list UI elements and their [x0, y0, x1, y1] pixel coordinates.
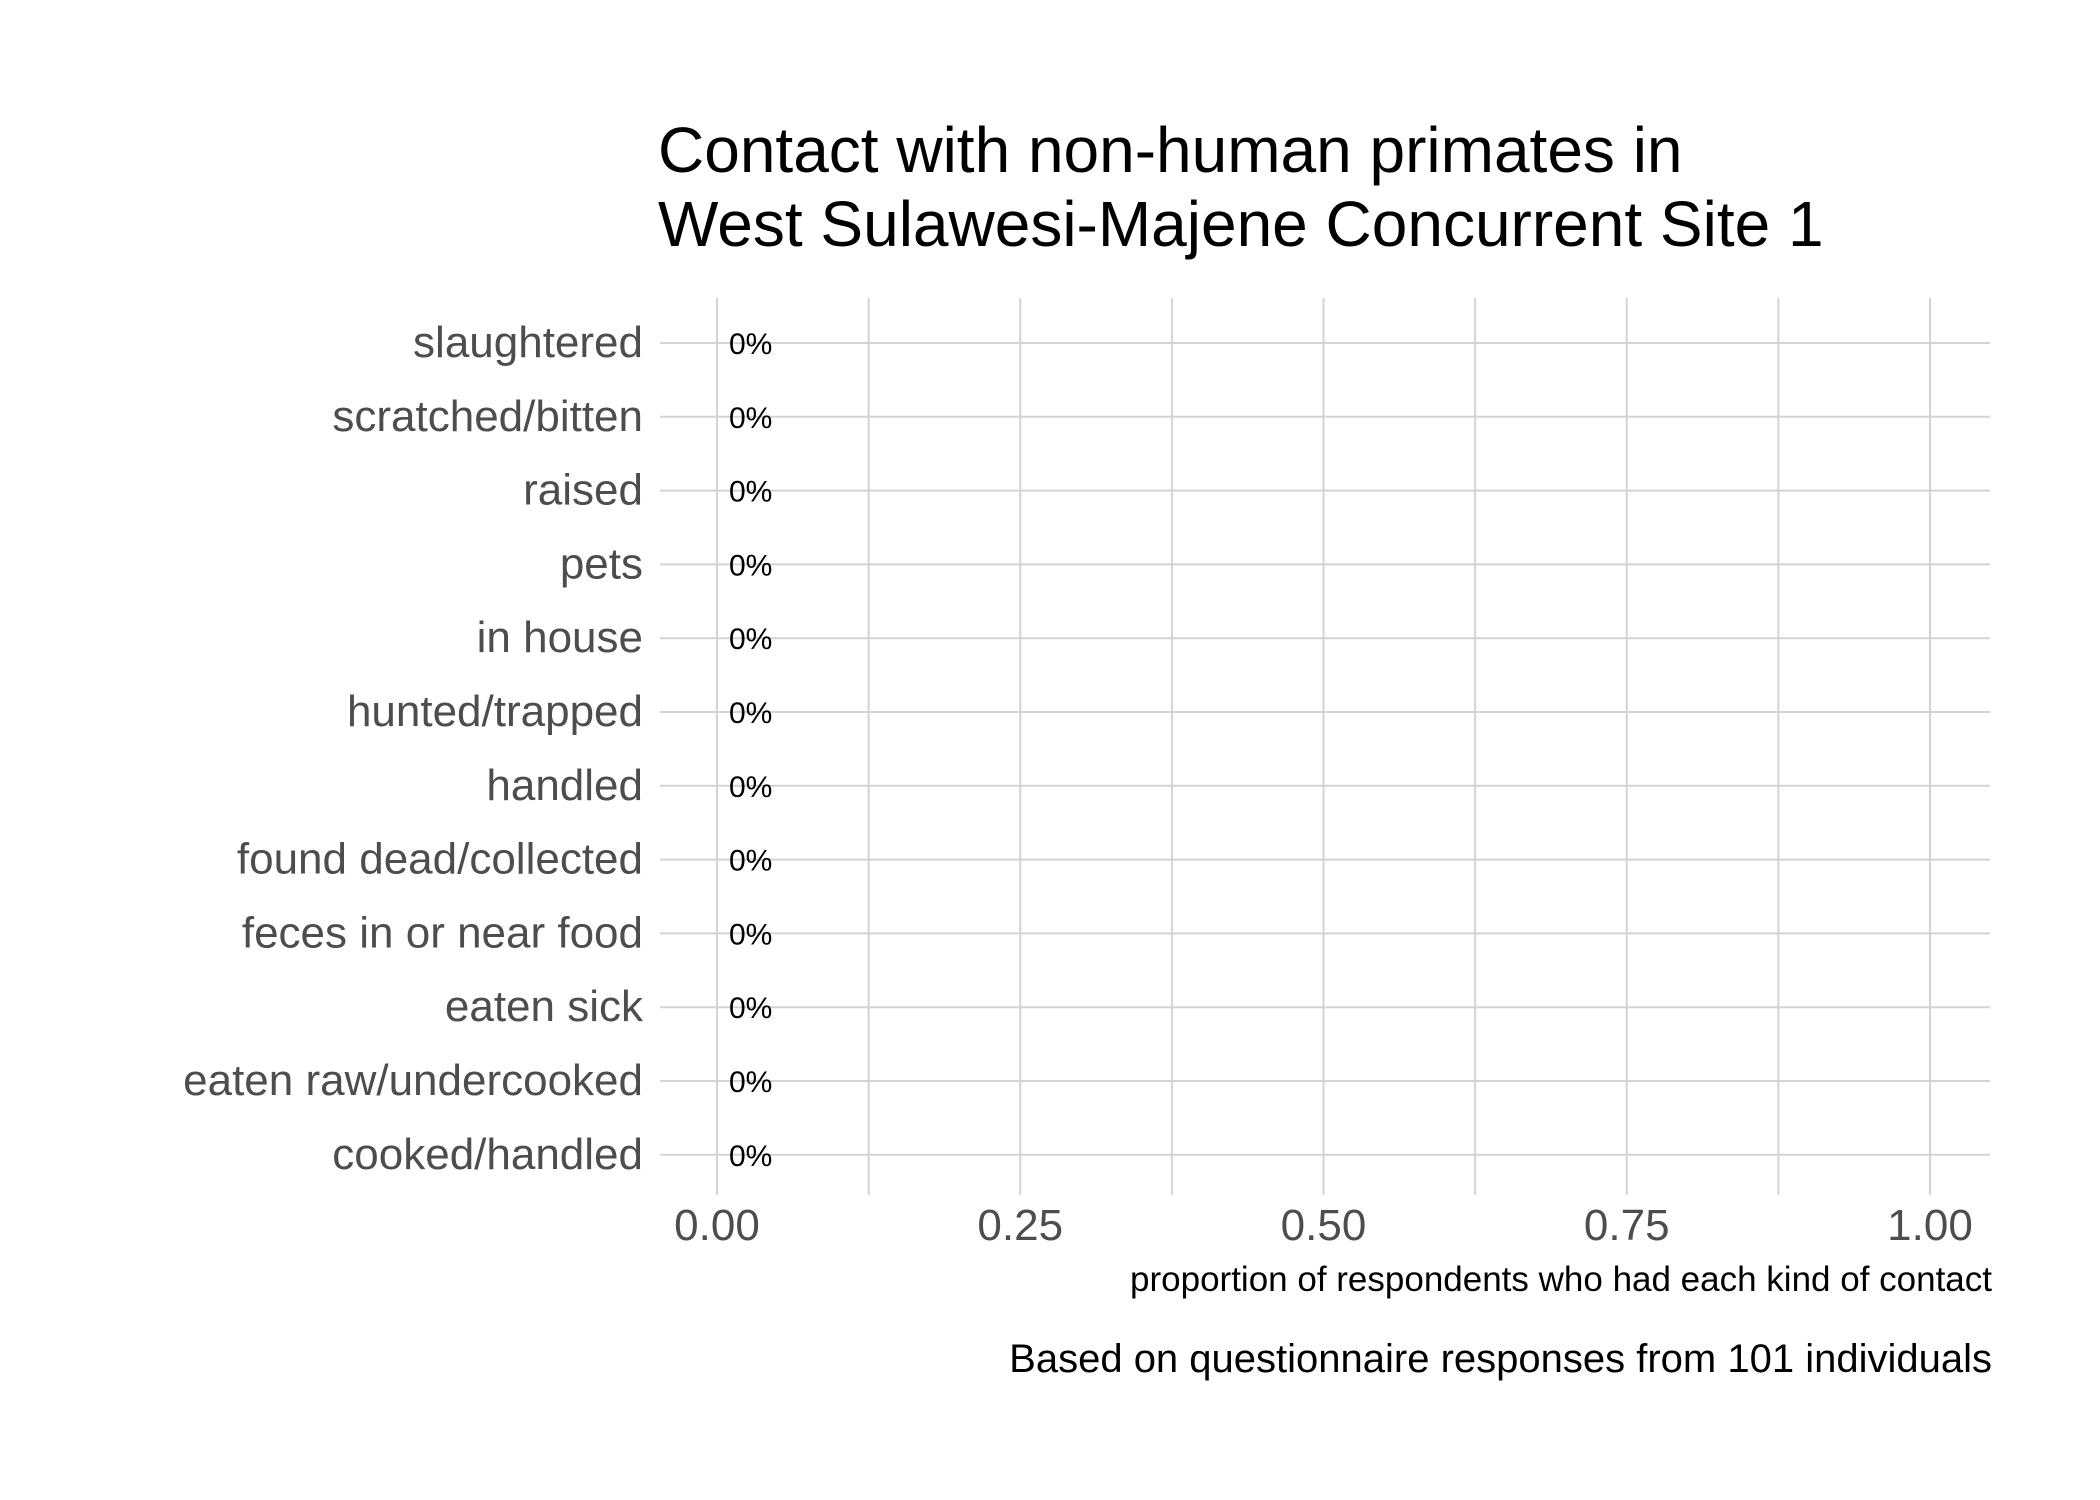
y-axis-label: cooked/handled — [332, 1130, 643, 1179]
y-axis-label: found dead/collected — [237, 835, 643, 884]
x-axis-title: proportion of respondents who had each k… — [1130, 1260, 1992, 1299]
y-axis-label: pets — [560, 539, 643, 588]
y-axis-label: scratched/bitten — [332, 392, 643, 441]
y-axis-label: slaughtered — [413, 318, 643, 367]
data-label: 0% — [729, 1140, 772, 1173]
x-axis-tick-label: 0.00 — [674, 1201, 760, 1250]
x-axis-tick-labels: 0.00 0.25 0.50 0.75 1.00 — [674, 1201, 1973, 1250]
data-label: 0% — [729, 771, 772, 804]
y-axis-label: eaten sick — [445, 982, 644, 1031]
data-label: 0% — [729, 328, 772, 361]
data-label: 0% — [729, 402, 772, 435]
data-label: 0% — [729, 697, 772, 730]
y-axis-label: in house — [477, 613, 643, 662]
grid-lines — [660, 298, 1990, 1195]
data-labels: 0% 0% 0% 0% 0% 0% 0% 0% 0% 0% 0% 0% — [729, 328, 772, 1173]
y-axis-label: raised — [523, 466, 643, 515]
y-axis-label: eaten raw/undercooked — [183, 1056, 643, 1105]
chart-caption: Based on questionnaire responses from 10… — [1009, 1337, 1992, 1381]
y-axis-label: feces in or near food — [242, 908, 643, 957]
chart-title-line-1: Contact with non-human primates in — [658, 114, 1683, 186]
x-axis-tick-label: 1.00 — [1887, 1201, 1973, 1250]
x-axis-tick-label: 0.50 — [1281, 1201, 1367, 1250]
data-label: 0% — [729, 845, 772, 878]
y-axis-label: handled — [486, 761, 643, 810]
data-label: 0% — [729, 918, 772, 951]
x-axis-tick-label: 0.25 — [977, 1201, 1063, 1250]
chart-title-line-2: West Sulawesi-Majene Concurrent Site 1 — [658, 188, 1824, 260]
data-label: 0% — [729, 1066, 772, 1099]
x-axis-tick-label: 0.75 — [1584, 1201, 1670, 1250]
data-label: 0% — [729, 549, 772, 582]
data-label: 0% — [729, 992, 772, 1025]
data-label: 0% — [729, 476, 772, 509]
y-axis-label: hunted/trapped — [347, 687, 643, 736]
data-label: 0% — [729, 623, 772, 656]
y-axis-labels: slaughtered scratched/bitten raised pets in … — [183, 318, 644, 1179]
